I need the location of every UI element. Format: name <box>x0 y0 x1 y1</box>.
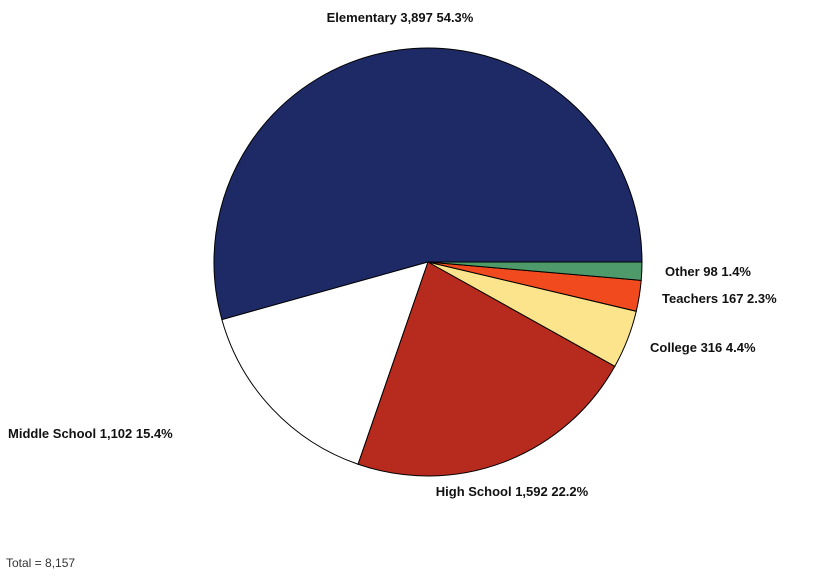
pie-slice-middle-school <box>221 261 429 465</box>
slice-label-teachers: Teachers 167 2.3% <box>662 291 777 306</box>
slice-label-college: College 316 4.4% <box>650 340 756 355</box>
total-label: Total = 8,157 <box>6 556 76 570</box>
slice-label-other: Other 98 1.4% <box>665 264 751 279</box>
slice-label-elementary: Elementary 3,897 54.3% <box>327 10 474 25</box>
pie-slice-high-school <box>357 261 616 477</box>
slice-label-middle-school: Middle School 1,102 15.4% <box>8 426 173 441</box>
pie-slice-other <box>427 261 643 281</box>
slice-label-high-school: High School 1,592 22.2% <box>436 484 589 499</box>
pie-slice-elementary <box>213 47 643 321</box>
